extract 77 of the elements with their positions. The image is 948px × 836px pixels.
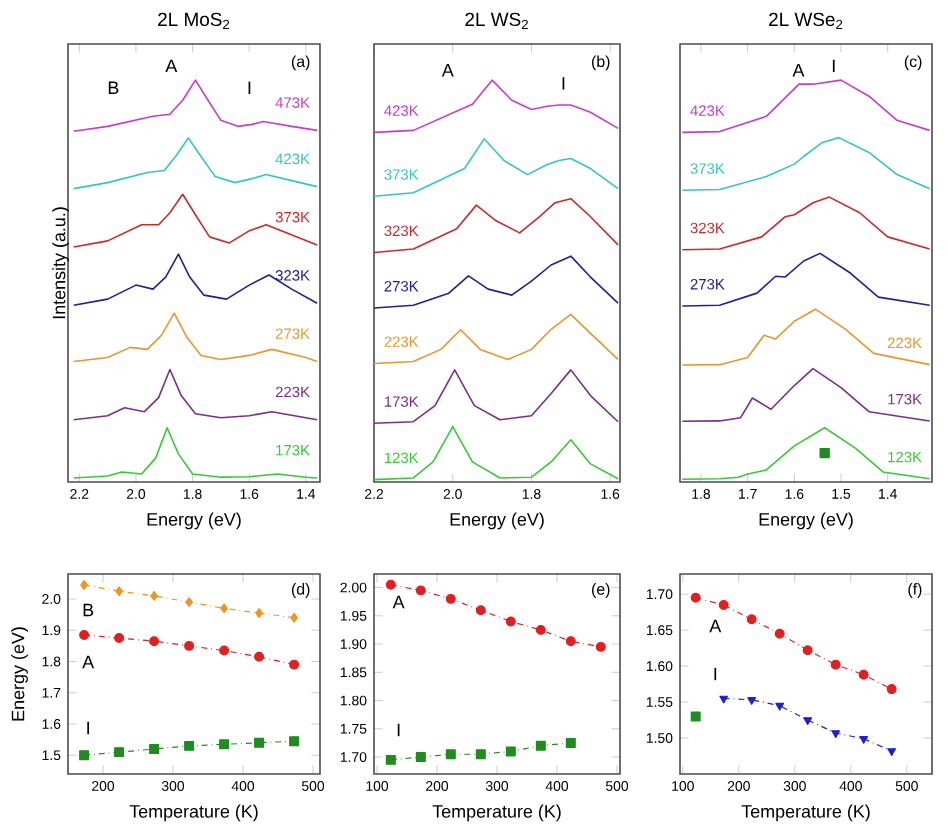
- point: [690, 592, 701, 603]
- point: [803, 717, 813, 726]
- point: [565, 636, 576, 647]
- point: [115, 586, 123, 597]
- y-axis-title: Energy (eV): [11, 627, 28, 721]
- point: [505, 746, 516, 757]
- point: [385, 579, 396, 590]
- annotation: I: [714, 667, 717, 681]
- point: [887, 748, 897, 756]
- point: [445, 749, 456, 760]
- point: [859, 735, 869, 744]
- point: [254, 737, 265, 748]
- x-axis-title: Temperature (K): [741, 804, 870, 822]
- annotation: A: [709, 619, 722, 633]
- x-axis-title: Temperature (K): [432, 804, 561, 822]
- point: [290, 612, 298, 623]
- x-axis-title: Energy (eV): [759, 512, 853, 530]
- point: [80, 579, 88, 590]
- text: I: [832, 59, 835, 73]
- annotation: B: [108, 81, 119, 94]
- chart-title: 2L WSe$_{2}$: [769, 12, 843, 29]
- x-axis-title: Temperature (K): [129, 804, 258, 822]
- text: A: [441, 64, 454, 77]
- point: [254, 651, 265, 662]
- text: A: [792, 64, 805, 77]
- point: [774, 628, 785, 639]
- point: [219, 645, 230, 656]
- point: [255, 608, 263, 619]
- point: [150, 590, 158, 601]
- point: [114, 633, 125, 644]
- annotation: I: [397, 723, 400, 737]
- point: [114, 747, 125, 758]
- point: [475, 749, 486, 760]
- point: [445, 593, 456, 604]
- chart-title: 2L MoS$_{2}$: [158, 12, 230, 29]
- point: [505, 616, 516, 627]
- point: [220, 603, 228, 614]
- point: [475, 605, 486, 616]
- point: [858, 669, 869, 680]
- point: [831, 730, 841, 738]
- point: [185, 597, 193, 608]
- annotation: B: [83, 603, 94, 617]
- point: [149, 744, 160, 754]
- annotation: I: [248, 81, 251, 94]
- point: [747, 697, 757, 705]
- text: A: [165, 59, 178, 73]
- point: [746, 614, 757, 625]
- point: [802, 645, 813, 656]
- point: [595, 641, 606, 652]
- point: [219, 739, 230, 750]
- point: [718, 599, 729, 610]
- point: [415, 585, 426, 596]
- point: [830, 659, 841, 670]
- point: [775, 702, 785, 711]
- point: [415, 752, 426, 763]
- point: [535, 740, 546, 751]
- annotation: A: [392, 595, 405, 609]
- x-axis-title: Energy (eV): [450, 512, 544, 530]
- point: [149, 636, 160, 647]
- point: [184, 640, 195, 651]
- point: [289, 736, 300, 747]
- annotation: A: [82, 655, 95, 669]
- x-axis-title: Energy (eV): [147, 512, 241, 530]
- point: [535, 624, 546, 635]
- chart-title: 2L WS$_{2}$: [465, 12, 528, 29]
- point: [289, 659, 300, 670]
- point: [385, 754, 396, 765]
- y-axis-title: Intensity (a.u.): [52, 207, 69, 319]
- point: [886, 684, 897, 695]
- annotation: I: [562, 77, 565, 90]
- point: [184, 740, 195, 751]
- point: [690, 711, 701, 722]
- point: [79, 750, 90, 761]
- annotation: I: [87, 721, 90, 735]
- point: [565, 737, 576, 748]
- point: [79, 629, 90, 640]
- point: [719, 695, 729, 704]
